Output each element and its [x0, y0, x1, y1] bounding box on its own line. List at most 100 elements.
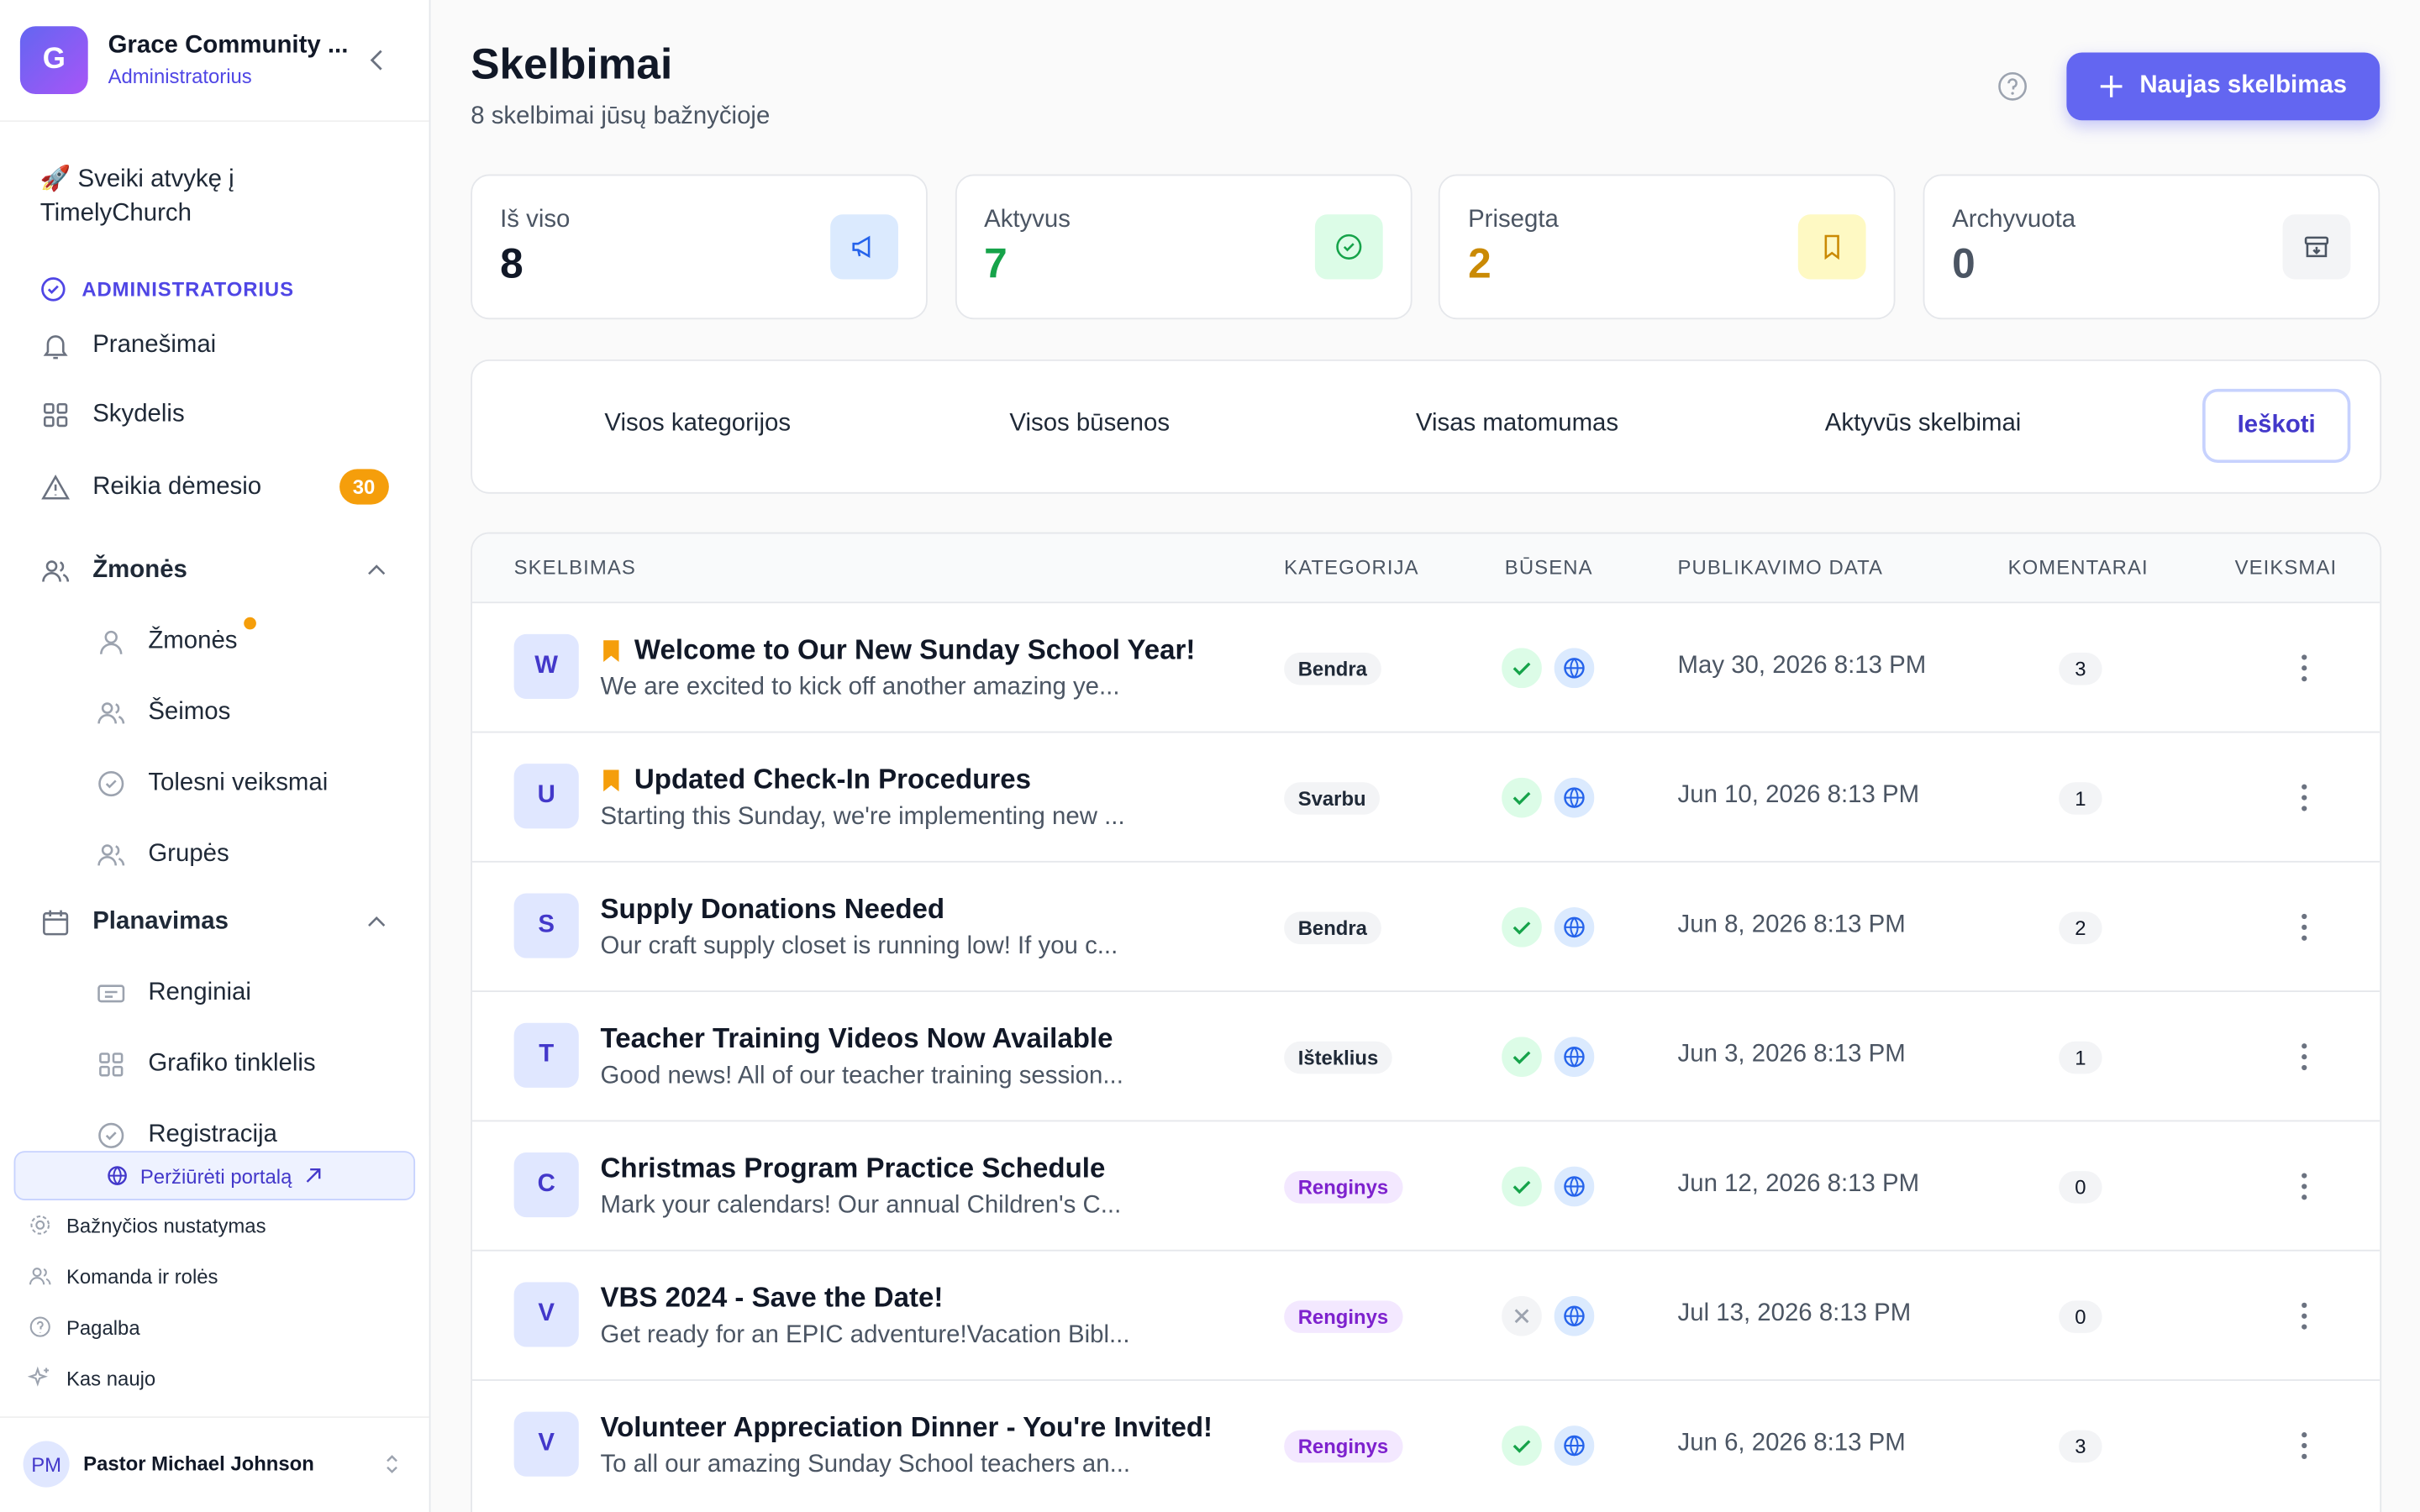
- nav-subitem[interactable]: Žmonės: [96, 617, 256, 658]
- stat-card: Aktyvus 7: [955, 174, 1412, 320]
- row-title[interactable]: Supply Donations Needed: [600, 893, 945, 925]
- icon: [41, 277, 66, 302]
- nav-group[interactable]: Žmonės: [40, 555, 389, 586]
- nav-subitem[interactable]: Šeimos: [96, 697, 230, 728]
- visibility: [1554, 1037, 1595, 1078]
- group-label: Žmonės: [92, 557, 187, 584]
- row-date: Jul 13, 2026 8:13 PM: [1677, 1300, 1912, 1327]
- row-title[interactable]: Welcome to Our New Sunday School Year!: [634, 633, 1196, 665]
- comment-count: 3: [2059, 652, 2102, 685]
- filter[interactable]: Visos būsenos: [1009, 410, 1171, 437]
- portal-button[interactable]: Peržiūrėti portalą: [13, 1151, 416, 1200]
- page-subtitle: 8 skelbimai jūsų bažnyčioje: [471, 103, 771, 130]
- new-label: Naujas skelbimas: [2139, 72, 2348, 99]
- filter[interactable]: Visas matomumas: [1415, 410, 1619, 437]
- collapse[interactable]: [364, 46, 392, 74]
- table-row: T Teacher Training Videos Now Available Go…: [472, 990, 2381, 1122]
- divider: [0, 1416, 429, 1418]
- stat-icon: [1314, 214, 1382, 280]
- stat-card: Archyvuota 0: [1923, 174, 2380, 320]
- filter[interactable]: Visos kategorijos: [604, 410, 792, 437]
- nav-group[interactable]: Planavimas: [40, 907, 389, 938]
- table-header: [472, 533, 2381, 602]
- actions-menu[interactable]: [2293, 1169, 2315, 1203]
- column-header: SKELBIMAS: [513, 555, 636, 579]
- nav-subitem[interactable]: Renginiai: [96, 978, 251, 1009]
- footer-link[interactable]: Bažnyčios nustatymas: [28, 1213, 266, 1237]
- visibility: [1554, 1295, 1595, 1336]
- comment-count: 3: [2059, 1430, 2102, 1463]
- row-avatar: C: [513, 1152, 579, 1218]
- column-header: KATEGORIJA: [1284, 555, 1419, 579]
- comment-count: 1: [2059, 1041, 2102, 1074]
- category-badge: Išteklius: [1284, 1041, 1392, 1074]
- icon: [97, 984, 125, 1003]
- actions-menu[interactable]: [2293, 1040, 2315, 1074]
- row-avatar: V: [513, 1282, 579, 1347]
- status-active: [1502, 1166, 1542, 1207]
- nav-item[interactable]: Reikia dėmesio 30: [40, 469, 389, 505]
- visibility: [1554, 1425, 1595, 1466]
- nav-subitem[interactable]: Grafiko tinklelis: [96, 1049, 316, 1080]
- portal-label: Peržiūrėti portalą: [139, 1163, 292, 1188]
- user-avatar: PM: [23, 1441, 70, 1488]
- new-button[interactable]: Naujas skelbimas: [2066, 52, 2381, 121]
- table-row: U Updated Check-In Procedures Starting thi…: [472, 731, 2381, 863]
- comment-count: 1: [2059, 782, 2102, 815]
- row-date: Jun 3, 2026 8:13 PM: [1677, 1041, 1906, 1068]
- row-date: Jun 6, 2026 8:13 PM: [1677, 1430, 1906, 1457]
- row-title[interactable]: Updated Check-In Procedures: [634, 764, 1032, 795]
- stat-value: 7: [984, 240, 1007, 287]
- row-avatar: W: [513, 633, 579, 700]
- row-date: Jun 12, 2026 8:13 PM: [1677, 1171, 1920, 1198]
- row-title-line: Welcome to Our New Sunday School Year!: [600, 634, 1195, 667]
- divider: [0, 120, 429, 123]
- user-name[interactable]: Pastor Michael Johnson: [83, 1452, 314, 1475]
- subitem-label: Tolesni veiksmai: [148, 769, 329, 796]
- icon: [28, 1366, 50, 1387]
- footer-link[interactable]: Komanda ir rolės: [28, 1263, 218, 1288]
- help[interactable]: [1997, 71, 2028, 102]
- icon: [108, 1166, 127, 1186]
- icon: [99, 1053, 124, 1077]
- table-row: C Christmas Program Practice Schedule Mark…: [472, 1120, 2381, 1252]
- table-row: V Volunteer Appreciation Dinner - You're …: [472, 1379, 2381, 1511]
- filters: Visos kategorijos Visos būsenos Visas mato…: [471, 359, 2382, 494]
- actions-menu[interactable]: [2293, 780, 2315, 814]
- status-active: [1502, 777, 1542, 818]
- status-active: [1502, 1425, 1542, 1466]
- nav-subitem[interactable]: Tolesni veiksmai: [96, 769, 328, 800]
- subitem-label: Grafiko tinklelis: [148, 1050, 316, 1078]
- subitem-label: Šeimos: [148, 699, 231, 726]
- nav-subitem[interactable]: Grupės: [96, 839, 229, 870]
- link-label: Kas naujo: [66, 1366, 156, 1389]
- row-date: Jun 10, 2026 8:13 PM: [1677, 782, 1920, 809]
- icon: [43, 910, 69, 936]
- nav-item[interactable]: Pranešimai: [40, 330, 389, 361]
- icon: [42, 560, 70, 582]
- actions-menu[interactable]: [2293, 911, 2315, 944]
- icon: [100, 630, 123, 654]
- actions-menu[interactable]: [2293, 1429, 2315, 1462]
- comment-count: 0: [2059, 1300, 2102, 1333]
- row-title[interactable]: Volunteer Appreciation Dinner - You're I…: [600, 1411, 1213, 1443]
- nav-item[interactable]: Skydelis: [40, 400, 389, 431]
- footer-link[interactable]: Kas naujo: [28, 1366, 155, 1390]
- filter[interactable]: Aktyvūs skelbimai: [1824, 410, 2022, 437]
- stat-icon: [2282, 214, 2350, 280]
- row-avatar: S: [513, 893, 579, 958]
- comment-count: 2: [2059, 911, 2102, 945]
- nav-label: Reikia dėmesio: [92, 472, 262, 500]
- row-title[interactable]: Teacher Training Videos Now Available: [600, 1022, 1113, 1054]
- chevrons[interactable]: [383, 1452, 402, 1476]
- row-title[interactable]: VBS 2024 - Save the Date!: [600, 1282, 944, 1314]
- actions-menu[interactable]: [2293, 1299, 2315, 1333]
- row-title[interactable]: Christmas Program Practice Schedule: [600, 1152, 1106, 1184]
- stat-value: 0: [1952, 240, 1975, 287]
- stat-label: Aktyvus: [984, 207, 1071, 234]
- actions-menu[interactable]: [2293, 651, 2315, 685]
- nav-subitem[interactable]: Registracija: [96, 1120, 277, 1151]
- footer-link[interactable]: Pagalba: [28, 1315, 140, 1339]
- search-button[interactable]: Ieškoti: [2202, 388, 2351, 464]
